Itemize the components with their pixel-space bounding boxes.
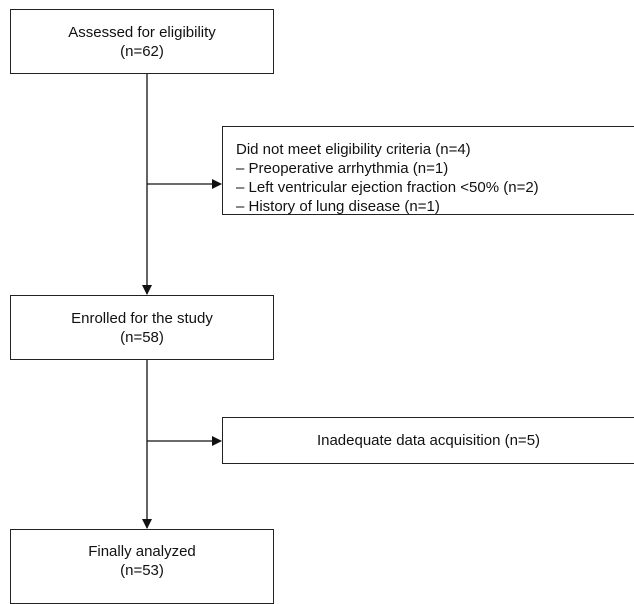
assessed-count: (n=62): [120, 42, 164, 60]
analyzed-label: Finally analyzed: [88, 542, 196, 560]
assessed-box: Assessed for eligibility (n=62): [10, 9, 274, 74]
excluded-reason: – History of lung disease (n=1): [236, 198, 440, 215]
excluded-reason: – Preoperative arrhythmia (n=1): [236, 160, 449, 177]
dropped-label: Inadequate data acquisition (n=5): [316, 432, 541, 449]
dropped-box: Inadequate data acquisition (n=5): [222, 417, 634, 464]
analyzed-box: Finally analyzed (n=53): [10, 529, 274, 604]
enrolled-label: Enrolled for the study: [71, 309, 213, 327]
analyzed-count: (n=53): [120, 561, 164, 579]
excluded-reason: – Left ventricular ejection fraction <50…: [236, 179, 539, 196]
enrolled-box: Enrolled for the study (n=58): [10, 295, 274, 360]
flow-connectors: [142, 74, 222, 529]
assessed-label: Assessed for eligibility: [68, 23, 216, 41]
excluded-box: Did not meet eligibility criteria (n=4) …: [222, 126, 634, 215]
excluded-title: Did not meet eligibility criteria (n=4): [236, 141, 471, 158]
enrolled-count: (n=58): [120, 328, 164, 346]
